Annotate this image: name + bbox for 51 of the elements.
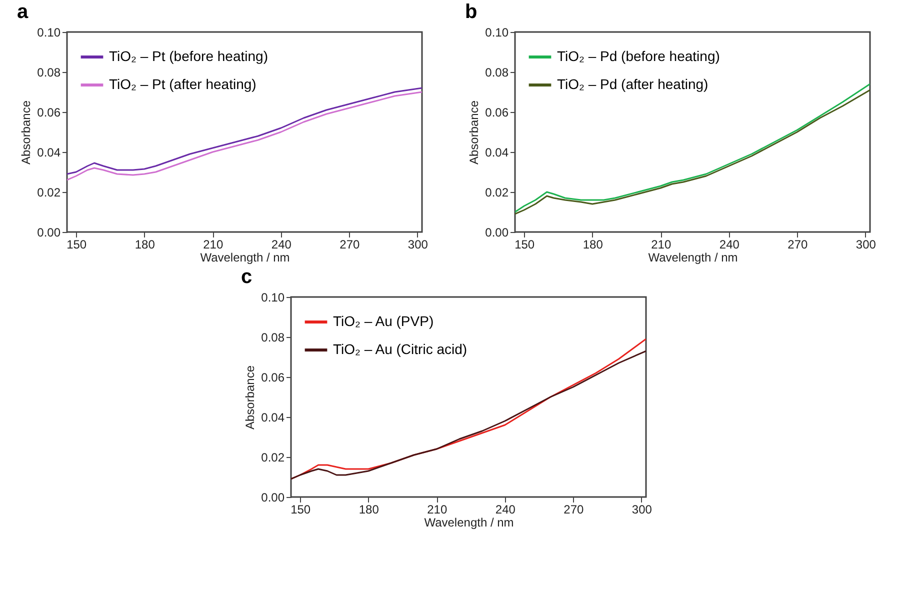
x-axis-title: Wavelength / nm xyxy=(200,250,290,264)
x-tick-label: 180 xyxy=(358,502,380,516)
y-tick-label: 0.10 xyxy=(36,26,61,40)
legend-label: TiO₂ – Pt (after heating) xyxy=(108,76,256,92)
x-tick-label: 240 xyxy=(271,238,292,252)
x-tick-label: 300 xyxy=(408,238,428,252)
x-tick-label: 270 xyxy=(339,238,360,252)
x-tick-label: 150 xyxy=(290,502,311,516)
y-axis-title: Absorbance xyxy=(467,100,482,165)
chart-title: c xyxy=(241,266,252,288)
y-tick-label: 0.00 xyxy=(36,226,61,240)
legend-label: TiO₂ – Au (Citric acid) xyxy=(333,341,468,357)
legend-label: TiO₂ – Pt (before heating) xyxy=(108,48,268,64)
y-tick-label: 0.06 xyxy=(485,106,510,120)
y-tick-label: 0.08 xyxy=(485,66,510,80)
chart-title: a xyxy=(16,1,29,23)
y-axis-title: Absorbance xyxy=(243,365,258,430)
chart-title: b xyxy=(465,1,478,23)
x-tick-label: 180 xyxy=(583,238,604,252)
legend-label: TiO₂ – Pd (after heating) xyxy=(557,76,708,92)
y-tick-label: 0.08 xyxy=(36,66,61,80)
x-tick-label: 240 xyxy=(720,238,740,252)
x-tick-label: 300 xyxy=(856,238,877,252)
y-tick-label: 0.02 xyxy=(261,450,285,464)
y-tick-label: 0.06 xyxy=(36,106,61,120)
x-tick-label: 210 xyxy=(651,238,672,252)
x-axis-title: Wavelength / nm xyxy=(424,516,514,530)
y-tick-label: 0.10 xyxy=(485,26,510,40)
y-tick-label: 0.04 xyxy=(485,146,510,160)
x-tick-label: 180 xyxy=(134,238,155,252)
x-axis-title: Wavelength / nm xyxy=(648,250,738,264)
x-tick-label: 240 xyxy=(495,502,516,516)
y-tick-label: 0.08 xyxy=(261,330,285,344)
x-tick-label: 150 xyxy=(514,238,536,252)
x-tick-label: 300 xyxy=(632,502,652,516)
legend-label: TiO₂ – Au (PVP) xyxy=(333,313,434,329)
y-tick-label: 0.10 xyxy=(261,290,285,304)
y-tick-label: 0.02 xyxy=(485,186,510,200)
y-tick-label: 0.06 xyxy=(261,370,285,384)
x-tick-label: 150 xyxy=(66,238,87,252)
y-tick-label: 0.04 xyxy=(261,410,285,424)
y-tick-label: 0.04 xyxy=(36,146,61,160)
y-tick-label: 0.00 xyxy=(485,226,510,240)
x-tick-label: 270 xyxy=(788,238,808,252)
x-tick-label: 210 xyxy=(202,238,224,252)
x-tick-label: 210 xyxy=(427,502,448,516)
legend-label: TiO₂ – Pd (before heating) xyxy=(557,48,720,64)
x-tick-label: 270 xyxy=(564,502,584,516)
y-axis-title: Absorbance xyxy=(18,100,33,165)
y-tick-label: 0.00 xyxy=(261,490,285,504)
y-tick-label: 0.02 xyxy=(36,186,61,200)
